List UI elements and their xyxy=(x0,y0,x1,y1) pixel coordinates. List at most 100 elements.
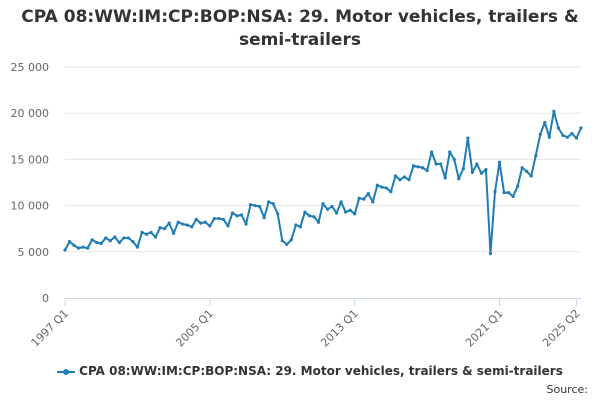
data-point[interactable] xyxy=(312,215,316,219)
data-point[interactable] xyxy=(212,216,216,221)
data-point[interactable] xyxy=(357,196,361,200)
data-point[interactable] xyxy=(217,216,221,221)
data-point[interactable] xyxy=(430,150,434,154)
data-point[interactable] xyxy=(402,175,407,179)
data-point[interactable] xyxy=(574,136,579,140)
data-point[interactable] xyxy=(221,217,226,222)
data-point[interactable] xyxy=(208,224,212,228)
data-point[interactable] xyxy=(425,168,429,173)
data-point[interactable] xyxy=(502,191,506,195)
data-point[interactable] xyxy=(393,174,398,178)
data-point[interactable] xyxy=(95,240,99,245)
data-point[interactable] xyxy=(488,252,493,256)
data-point[interactable] xyxy=(353,212,357,216)
data-point[interactable] xyxy=(267,200,271,204)
data-point[interactable] xyxy=(475,162,479,166)
data-point[interactable] xyxy=(280,239,284,243)
data-point[interactable] xyxy=(185,223,189,227)
data-point[interactable] xyxy=(443,176,447,180)
data-point[interactable] xyxy=(149,230,153,234)
data-point[interactable] xyxy=(81,245,85,249)
data-point[interactable] xyxy=(407,178,411,182)
data-point[interactable] xyxy=(271,202,275,206)
data-point[interactable] xyxy=(144,232,149,236)
data-point[interactable] xyxy=(556,126,560,130)
data-point[interactable] xyxy=(371,200,375,204)
data-point[interactable] xyxy=(113,235,117,239)
data-point[interactable] xyxy=(99,241,103,246)
data-point[interactable] xyxy=(122,236,126,240)
data-point[interactable] xyxy=(457,177,461,181)
data-point[interactable] xyxy=(153,235,158,239)
data-point[interactable] xyxy=(552,109,556,113)
data-point[interactable] xyxy=(461,167,465,171)
data-point[interactable] xyxy=(325,207,330,211)
data-point[interactable] xyxy=(63,248,67,252)
data-point[interactable] xyxy=(226,224,230,228)
data-point[interactable] xyxy=(339,200,343,204)
data-point[interactable] xyxy=(434,162,438,166)
data-point[interactable] xyxy=(298,225,302,229)
data-point[interactable] xyxy=(579,126,583,130)
data-point[interactable] xyxy=(525,169,529,174)
data-point[interactable] xyxy=(194,217,198,222)
data-point[interactable] xyxy=(538,132,542,137)
data-point[interactable] xyxy=(285,242,289,247)
data-point[interactable] xyxy=(307,214,312,218)
data-point[interactable] xyxy=(316,220,321,224)
data-point[interactable] xyxy=(276,212,280,216)
data-point[interactable] xyxy=(131,240,135,244)
data-point[interactable] xyxy=(516,184,520,188)
data-point[interactable] xyxy=(235,214,239,218)
data-point[interactable] xyxy=(167,221,171,225)
data-point[interactable] xyxy=(384,186,388,190)
data-point[interactable] xyxy=(203,220,207,224)
data-point[interactable] xyxy=(439,162,443,166)
data-point[interactable] xyxy=(520,166,524,170)
data-point[interactable] xyxy=(108,239,112,243)
data-point[interactable] xyxy=(366,191,370,196)
data-point[interactable] xyxy=(190,225,194,229)
data-point[interactable] xyxy=(497,160,502,164)
data-point[interactable] xyxy=(289,238,293,242)
data-point[interactable] xyxy=(380,185,384,189)
data-point[interactable] xyxy=(104,236,108,240)
data-point[interactable] xyxy=(248,203,253,207)
data-point[interactable] xyxy=(230,211,235,215)
data-point[interactable] xyxy=(321,202,325,206)
data-point[interactable] xyxy=(448,150,452,154)
data-point[interactable] xyxy=(411,164,416,168)
data-point[interactable] xyxy=(258,204,262,209)
data-point[interactable] xyxy=(547,135,551,139)
data-point[interactable] xyxy=(362,197,366,201)
data-point[interactable] xyxy=(262,216,266,220)
data-point[interactable] xyxy=(452,157,456,161)
data-point[interactable] xyxy=(466,136,470,140)
data-point[interactable] xyxy=(330,204,334,209)
data-point[interactable] xyxy=(162,227,167,231)
data-point[interactable] xyxy=(303,210,307,214)
legend[interactable]: CPA 08:WW:IM:CP:BOP:NSA: 29. Motor vehic… xyxy=(40,364,580,378)
data-point[interactable] xyxy=(416,165,420,169)
data-point[interactable] xyxy=(420,166,425,170)
data-point[interactable] xyxy=(543,120,547,125)
data-point[interactable] xyxy=(199,221,203,225)
data-point[interactable] xyxy=(176,220,180,224)
data-point[interactable] xyxy=(398,178,402,182)
data-point[interactable] xyxy=(375,183,379,187)
data-point[interactable] xyxy=(570,131,574,136)
data-point[interactable] xyxy=(470,170,474,174)
data-point[interactable] xyxy=(534,154,538,158)
data-point[interactable] xyxy=(67,240,72,244)
data-point[interactable] xyxy=(86,246,90,250)
data-point[interactable] xyxy=(181,222,185,226)
data-point[interactable] xyxy=(76,246,81,250)
data-point[interactable] xyxy=(348,208,352,212)
data-point[interactable] xyxy=(529,174,533,178)
data-point[interactable] xyxy=(389,190,393,194)
data-point[interactable] xyxy=(239,213,244,217)
data-point[interactable] xyxy=(140,230,144,234)
data-point[interactable] xyxy=(126,236,130,240)
data-point[interactable] xyxy=(117,240,121,245)
data-point[interactable] xyxy=(484,167,488,172)
